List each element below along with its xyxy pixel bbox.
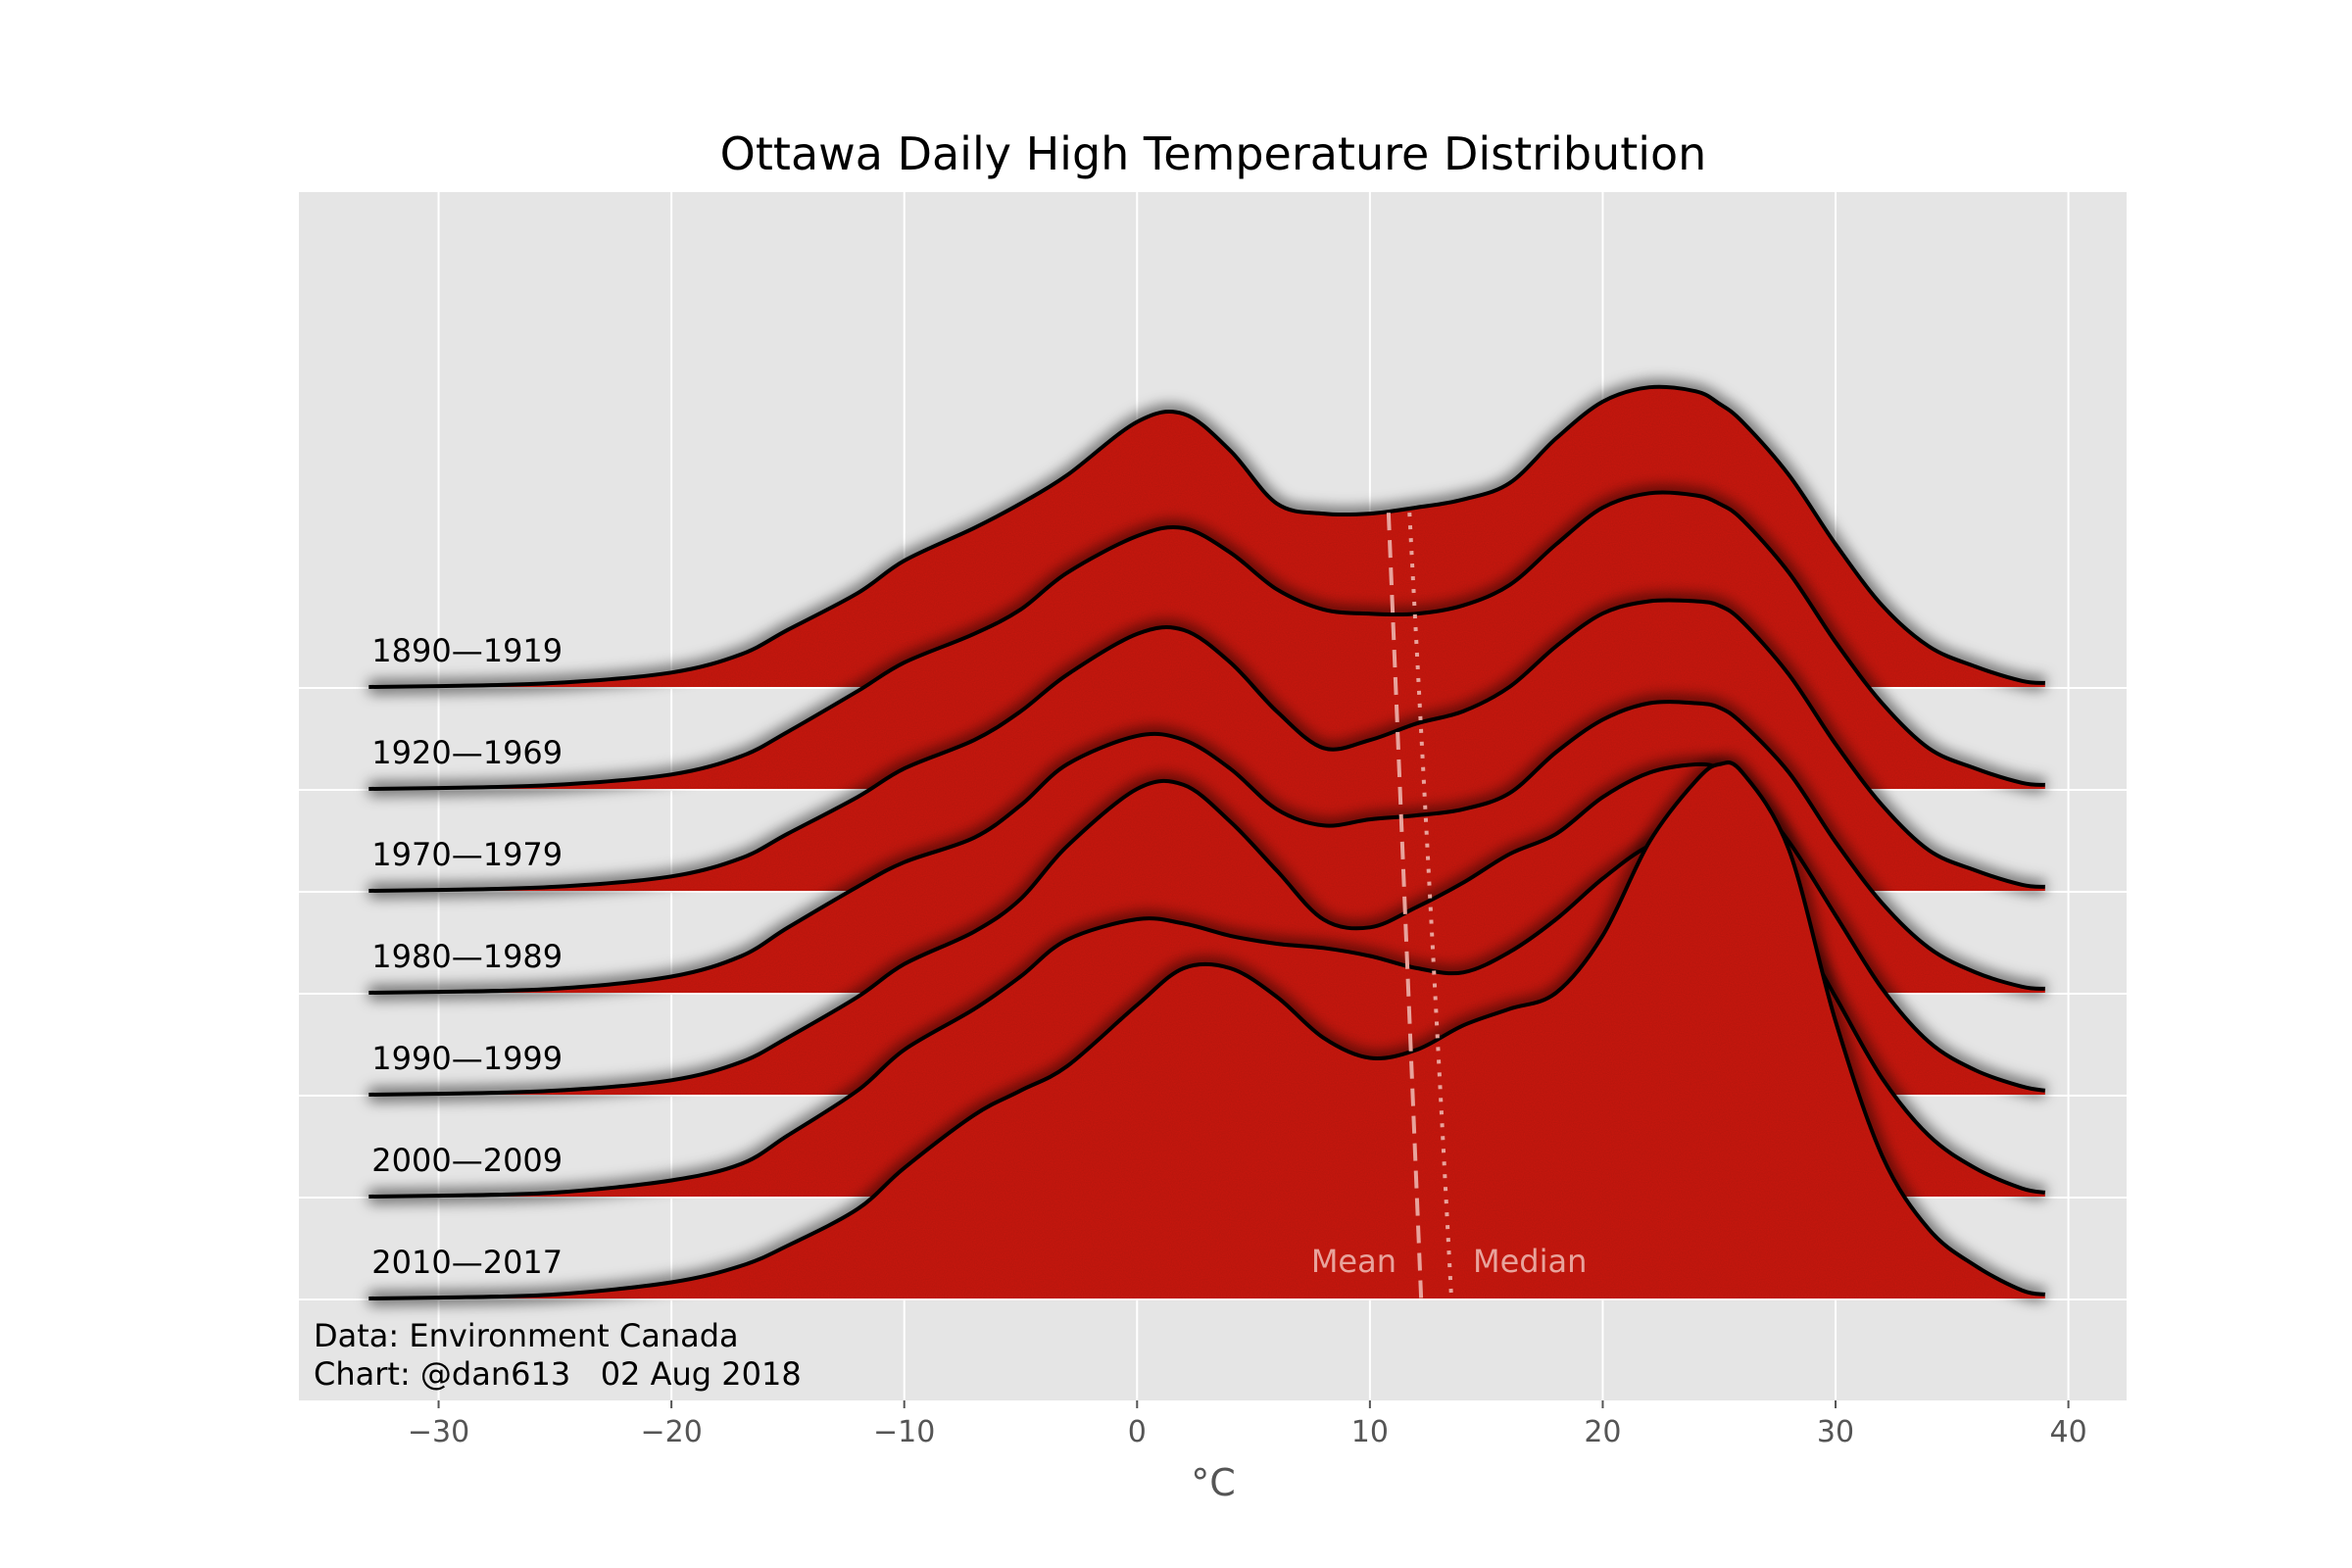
- x-axis-ticks: −30 −20 −10 0 10 20 30 40: [408, 1400, 2087, 1449]
- ridge-line: [368, 490, 2045, 791]
- footnote-credit: Chart: @dan613 02 Aug 2018: [314, 1355, 802, 1393]
- x-tick-label: 30: [1817, 1415, 1854, 1449]
- ridge-line: [368, 760, 2046, 1300]
- ridge-line: [368, 598, 2045, 893]
- x-axis-label: °C: [1191, 1461, 1236, 1504]
- ridges: [368, 379, 2047, 1305]
- row-label: 2010—2017: [371, 1244, 563, 1281]
- ridge-2010—2017: [368, 756, 2047, 1305]
- row-label: 1980—1989: [371, 938, 563, 975]
- x-tick-label: 40: [2050, 1415, 2087, 1449]
- mean-label: Mean: [1311, 1243, 1396, 1280]
- reference-line-median: [1407, 513, 1454, 1299]
- x-tick-label: 0: [1128, 1415, 1147, 1449]
- row-label: 1990—1999: [371, 1040, 563, 1077]
- ridge-line: [368, 384, 2045, 689]
- x-tick-label: −30: [408, 1415, 469, 1449]
- x-tick-label: 20: [1584, 1415, 1621, 1449]
- reference-lines: [1386, 513, 1454, 1299]
- ridge-line: [368, 700, 2045, 995]
- x-tick-label: −10: [873, 1415, 935, 1449]
- row-label: 1970—1979: [371, 836, 563, 873]
- row-labels: 1890—1919 1920—1969 1970—1979 1980—1989 1990…: [371, 632, 563, 1281]
- row-label: 2000—2009: [371, 1142, 563, 1179]
- median-label: Median: [1473, 1243, 1587, 1280]
- row-label: 1890—1919: [371, 632, 563, 669]
- x-tick-label: −20: [640, 1415, 702, 1449]
- footnote-source: Data: Environment Canada: [314, 1317, 739, 1354]
- chart-title: Ottawa Daily High Temperature Distributi…: [720, 127, 1707, 180]
- reference-line-mean: [1386, 513, 1424, 1299]
- x-tick-label: 10: [1351, 1415, 1389, 1449]
- row-label: 1920—1969: [371, 734, 563, 771]
- ridge-line: [368, 761, 2046, 1097]
- ridge-area: [368, 762, 2045, 1298]
